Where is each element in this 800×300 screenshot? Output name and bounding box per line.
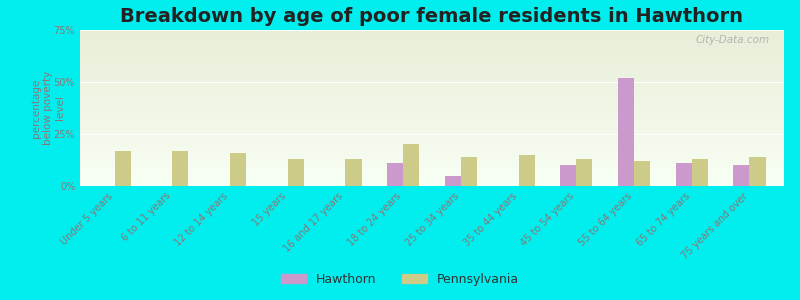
Bar xyxy=(634,161,650,186)
Bar xyxy=(230,153,246,186)
Bar xyxy=(692,159,708,186)
Bar xyxy=(518,155,534,186)
Bar xyxy=(288,159,304,186)
Bar xyxy=(675,163,692,186)
Bar xyxy=(750,157,766,186)
Text: City-Data.com: City-Data.com xyxy=(696,35,770,45)
Bar xyxy=(461,157,477,186)
Bar xyxy=(445,176,461,186)
Bar xyxy=(576,159,593,186)
Bar xyxy=(734,165,750,186)
Bar xyxy=(114,151,130,186)
Bar xyxy=(172,151,189,186)
Legend: Hawthorn, Pennsylvania: Hawthorn, Pennsylvania xyxy=(276,268,524,291)
Bar xyxy=(560,165,576,186)
Bar xyxy=(403,144,419,186)
Bar xyxy=(346,159,362,186)
Bar xyxy=(387,163,403,186)
Bar xyxy=(618,78,634,186)
Title: Breakdown by age of poor female residents in Hawthorn: Breakdown by age of poor female resident… xyxy=(121,7,743,26)
Y-axis label: percentage
below poverty
level: percentage below poverty level xyxy=(31,71,65,145)
